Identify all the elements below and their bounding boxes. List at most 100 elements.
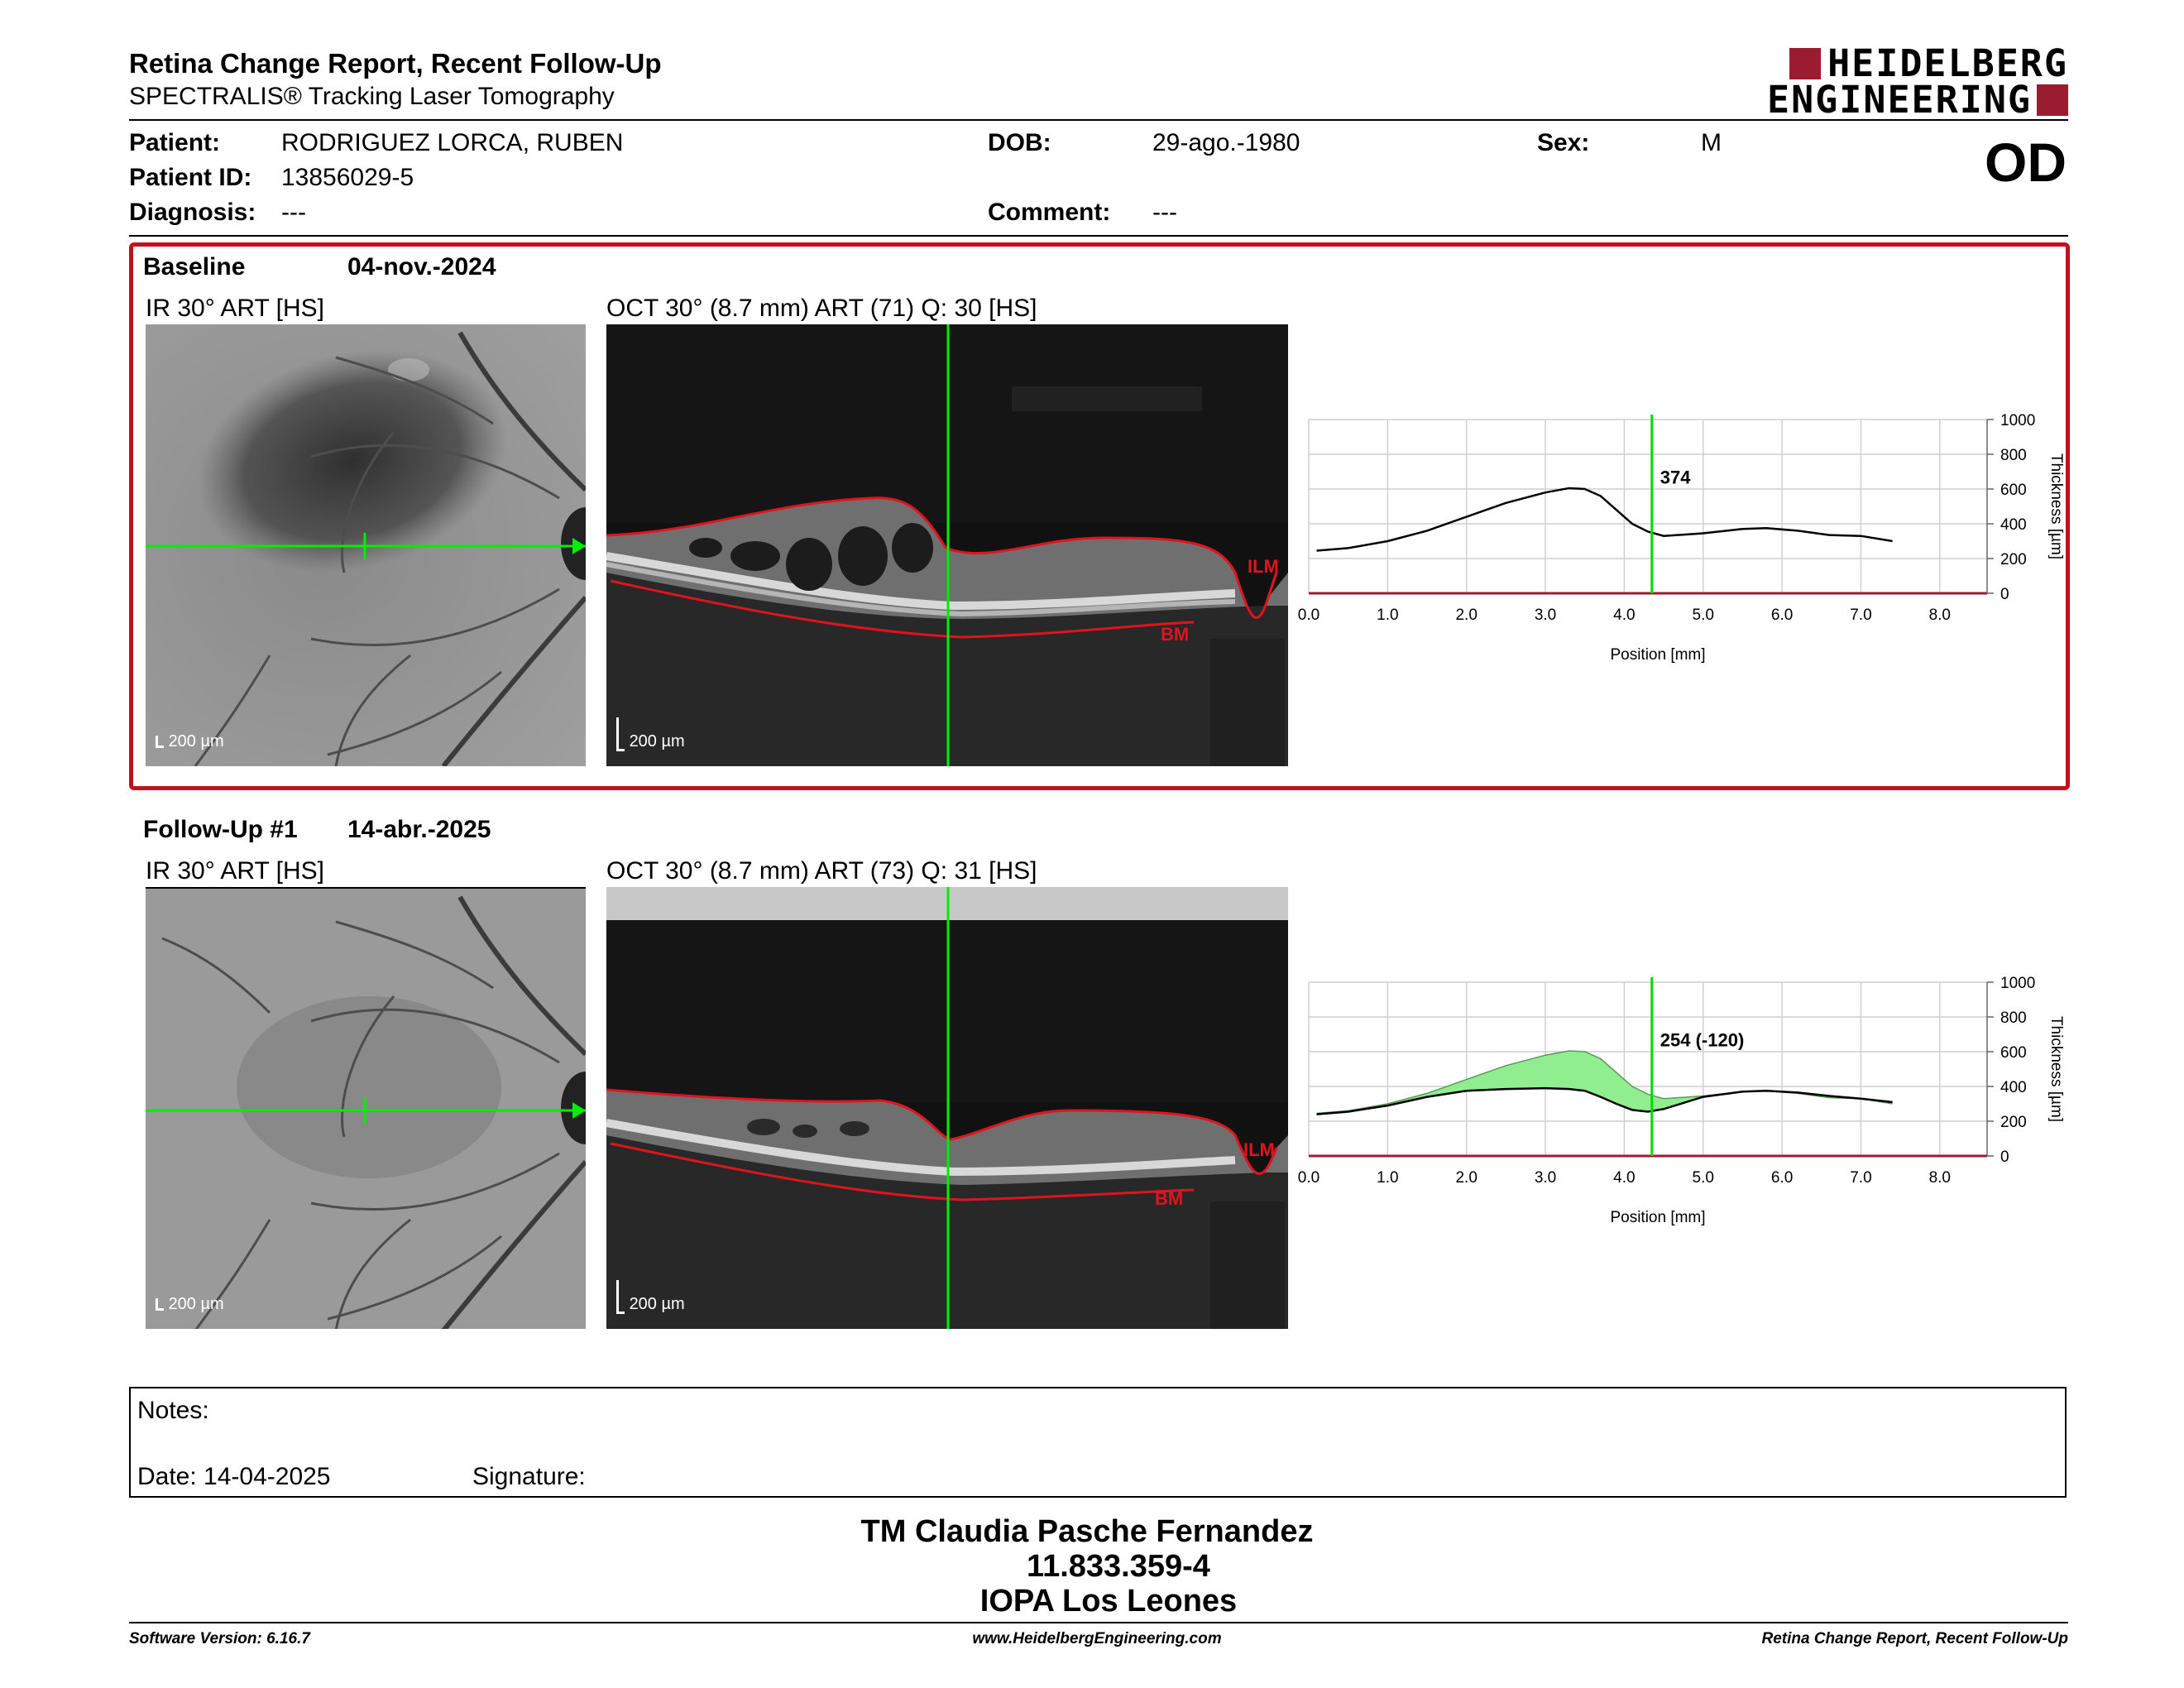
divider xyxy=(129,235,2068,237)
diagnosis-label: Diagnosis: xyxy=(129,199,256,226)
comment-label: Comment: xyxy=(988,199,1111,226)
y-tick-label: 200 xyxy=(2000,1114,2027,1131)
patient-label: Patient: xyxy=(129,129,221,156)
technician-id: 11.833.359-4 xyxy=(1027,1549,1210,1584)
technician-name: TM Claudia Pasche Fernandez xyxy=(860,1514,1314,1549)
difference-area xyxy=(1316,1050,1893,1115)
scale-bar-icon xyxy=(616,1280,625,1314)
y-axis-label: Thickness [µm] xyxy=(2048,453,2065,559)
notes-box[interactable]: Notes: Date: 14-04-2025 Signature: xyxy=(129,1387,2067,1498)
x-tick-label: 7.0 xyxy=(1850,1169,1871,1187)
y-tick-label: 400 xyxy=(2000,516,2027,534)
y-tick-label: 800 xyxy=(2000,447,2027,464)
ir-fundus-image[interactable]: 200 µm xyxy=(146,887,586,1329)
y-tick-label: 0 xyxy=(2000,586,2009,603)
scale-bar-icon xyxy=(616,717,625,751)
y-tick-label: 800 xyxy=(2000,1009,2027,1027)
ir-fundus-image[interactable]: 200 µm xyxy=(146,324,586,766)
baseline-section xyxy=(129,242,2070,790)
x-tick-label: 1.0 xyxy=(1377,1169,1398,1187)
x-axis-label: Position [mm] xyxy=(1610,646,1705,664)
exam-date: 04-nov.-2024 xyxy=(347,253,496,281)
x-tick-label: 2.0 xyxy=(1455,1169,1477,1187)
sex-label: Sex: xyxy=(1537,129,1590,156)
marker-value-label: 254 (-120) xyxy=(1660,1030,1745,1051)
scale-bar-label: 200 µm xyxy=(168,732,224,750)
thickness-chart-followup: 0.0 1.0 2.0 3.0 4.0 5.0 6.0 7.0 8.0 0 200 400 600 800… xyxy=(1291,972,2085,1245)
oct-image-title: OCT 30° (8.7 mm) ART (73) Q: 31 [HS] xyxy=(606,857,1037,885)
oct-image-title: OCT 30° (8.7 mm) ART (71) Q: 30 [HS] xyxy=(606,295,1037,322)
notes-label: Notes: xyxy=(137,1397,209,1424)
oct-bscan-image[interactable]: ILM BM 200 µm xyxy=(606,887,1288,1329)
oct-bscan-image[interactable]: ILM BM 200 µm xyxy=(606,324,1288,766)
dob-value: 29-ago.-1980 xyxy=(1152,129,1300,156)
x-tick-label: 4.0 xyxy=(1613,1169,1635,1187)
x-tick-label: 6.0 xyxy=(1771,607,1793,624)
thickness-chart-baseline: 0.0 1.0 2.0 3.0 4.0 5.0 6.0 7.0 8.0 0 200 400 600 800… xyxy=(1291,410,2085,683)
scale-bar: 200 µm xyxy=(616,717,685,751)
x-tick-label: 0.0 xyxy=(1298,1169,1320,1187)
logo: HEIDELBERG xyxy=(1789,41,2068,85)
eye-label: OD xyxy=(1985,132,2067,193)
date-label: Date: 14-04-2025 xyxy=(137,1463,331,1490)
thickness-line xyxy=(1316,487,1893,552)
scale-bar-icon xyxy=(156,736,164,748)
exam-date: 14-abr.-2025 xyxy=(347,816,491,843)
exam-label: Baseline xyxy=(143,253,246,281)
ir-image-title: IR 30° ART [HS] xyxy=(146,295,324,322)
x-tick-label: 5.0 xyxy=(1693,607,1714,624)
x-axis-label: Position [mm] xyxy=(1610,1209,1705,1226)
device-name: SPECTRALIS® Tracking Laser Tomography xyxy=(129,83,615,110)
diagnosis-value: --- xyxy=(281,199,306,226)
y-tick-label: 600 xyxy=(2000,1044,2027,1062)
bm-label: BM xyxy=(1155,1188,1184,1209)
patient-id-label: Patient ID: xyxy=(129,164,252,191)
y-tick-label: 1000 xyxy=(2000,412,2035,429)
sex-value: M xyxy=(1701,129,1722,156)
y-tick-label: 400 xyxy=(2000,1079,2027,1096)
x-tick-label: 2.0 xyxy=(1455,607,1477,624)
signature-label: Signature: xyxy=(472,1463,586,1490)
footer-report-name: Retina Change Report, Recent Follow-Up xyxy=(1761,1630,2068,1647)
patient-id: 13856029-5 xyxy=(281,164,414,191)
marker-value-label: 374 xyxy=(1660,468,1691,488)
x-tick-label: 5.0 xyxy=(1693,1169,1714,1187)
x-tick-label: 1.0 xyxy=(1377,607,1398,624)
patient-name: RODRIGUEZ LORCA, RUBEN xyxy=(281,129,624,156)
x-tick-label: 8.0 xyxy=(1929,607,1951,624)
software-version: Software Version: 6.16.7 xyxy=(129,1630,310,1647)
dob-label: DOB: xyxy=(988,129,1051,156)
chart-svg: 0.0 1.0 2.0 3.0 4.0 5.0 6.0 7.0 8.0 0 200 400 600 800… xyxy=(1298,412,2065,664)
x-tick-label: 6.0 xyxy=(1771,1169,1793,1187)
chart-svg: 0.0 1.0 2.0 3.0 4.0 5.0 6.0 7.0 8.0 0 200 400 600 800… xyxy=(1298,975,2065,1226)
website-link[interactable]: www.HeidelbergEngineering.com xyxy=(972,1630,1222,1647)
x-tick-label: 4.0 xyxy=(1613,607,1635,624)
bm-label: BM xyxy=(1161,624,1190,645)
ilm-label: ILM xyxy=(1248,556,1279,577)
exam-label: Follow-Up #1 xyxy=(143,816,298,843)
divider xyxy=(129,1622,2068,1623)
logo-square-icon-2 xyxy=(2037,84,2068,116)
report-title: Retina Change Report, Recent Follow-Up xyxy=(129,48,662,79)
comment-value: --- xyxy=(1152,199,1177,226)
scale-bar-label: 200 µm xyxy=(629,1295,685,1313)
x-tick-label: 8.0 xyxy=(1929,1169,1951,1187)
scale-bar: 200 µm xyxy=(616,1280,685,1314)
y-tick-label: 0 xyxy=(2000,1149,2009,1166)
x-tick-label: 0.0 xyxy=(1298,607,1320,624)
x-tick-label: 3.0 xyxy=(1535,607,1556,624)
ilm-label: ILM xyxy=(1243,1139,1275,1160)
y-axis-label: Thickness [µm] xyxy=(2048,1016,2065,1122)
y-tick-label: 600 xyxy=(2000,482,2027,499)
logo-square-icon xyxy=(1789,48,1822,79)
logo-text-2: ENGINEERING xyxy=(1766,78,2032,122)
divider xyxy=(129,119,2068,121)
followup-thickness-line xyxy=(1316,1086,1893,1115)
logo-text-1: HEIDELBERG xyxy=(1827,41,2068,85)
ir-image-title: IR 30° ART [HS] xyxy=(146,857,324,885)
logo-row-2: ENGINEERING xyxy=(1766,78,2068,122)
x-tick-label: 7.0 xyxy=(1850,607,1871,624)
scale-bar-label: 200 µm xyxy=(629,732,685,750)
scale-bar: 200 µm xyxy=(156,1295,224,1314)
x-tick-label: 3.0 xyxy=(1535,1169,1556,1187)
